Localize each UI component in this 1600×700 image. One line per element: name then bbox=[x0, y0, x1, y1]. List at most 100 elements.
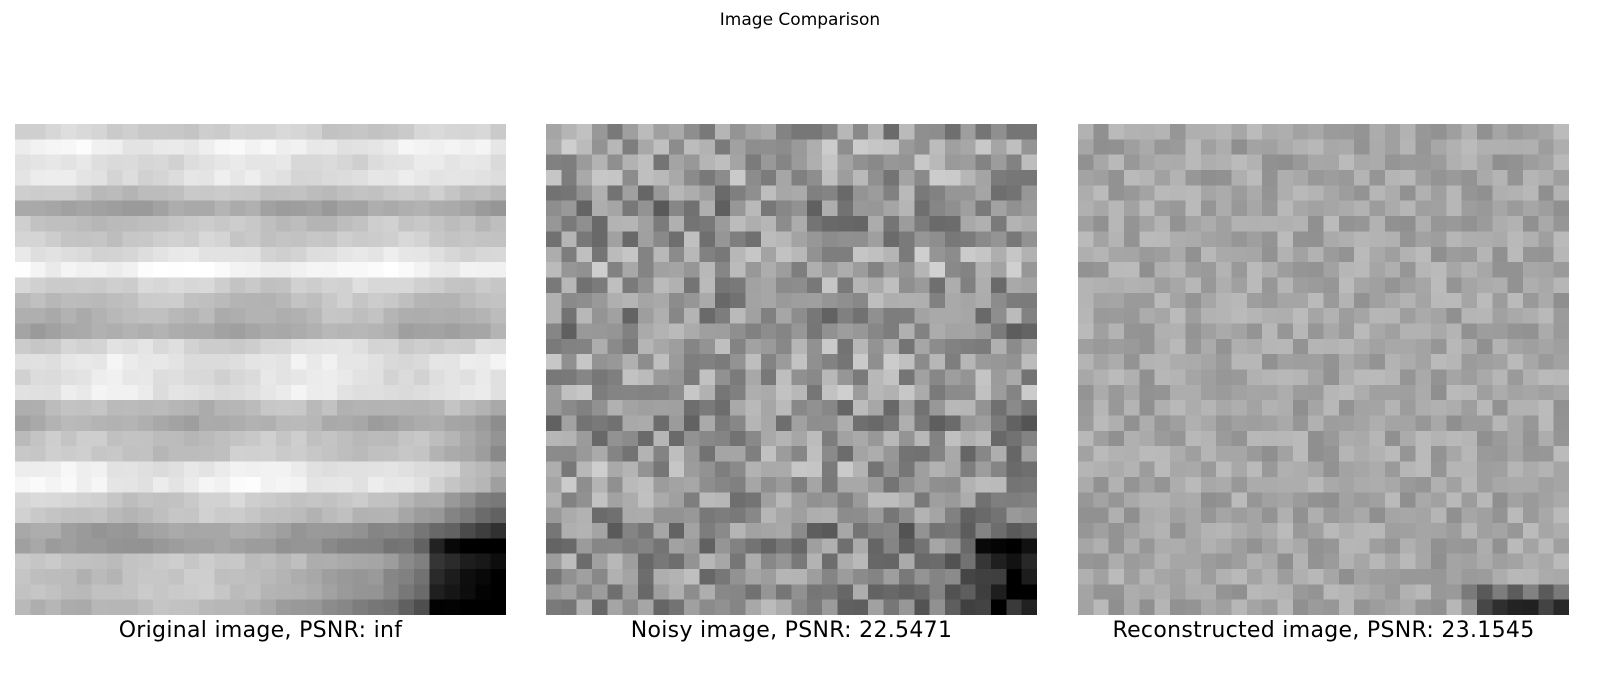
pixel bbox=[91, 461, 108, 477]
pixel bbox=[168, 522, 184, 539]
pixel bbox=[1308, 308, 1324, 324]
pixel bbox=[960, 124, 976, 140]
pixel bbox=[546, 262, 562, 278]
pixel bbox=[321, 507, 338, 523]
pixel bbox=[1124, 584, 1140, 600]
pixel bbox=[699, 553, 715, 569]
pixel bbox=[1262, 538, 1278, 554]
pixel bbox=[1006, 584, 1022, 600]
pixel bbox=[1139, 354, 1155, 370]
pixel bbox=[1093, 216, 1109, 232]
pixel bbox=[321, 200, 338, 217]
pixel bbox=[1522, 430, 1539, 447]
pixel bbox=[183, 384, 200, 401]
pixel bbox=[668, 139, 685, 155]
pixel bbox=[1124, 170, 1140, 186]
pixel bbox=[153, 170, 169, 186]
pixel bbox=[383, 584, 399, 600]
pixel bbox=[1308, 170, 1324, 186]
pixel bbox=[490, 170, 506, 186]
pixel bbox=[398, 154, 414, 171]
pixel bbox=[852, 354, 869, 370]
pixel bbox=[837, 170, 853, 186]
pixel bbox=[1522, 369, 1539, 385]
pixel bbox=[1323, 568, 1339, 585]
pixel bbox=[714, 216, 731, 232]
pixel bbox=[990, 446, 1007, 462]
pixel bbox=[1538, 200, 1554, 217]
pixel bbox=[367, 200, 384, 217]
pixel bbox=[1354, 538, 1370, 554]
pixel bbox=[1415, 538, 1431, 554]
pixel bbox=[1277, 369, 1293, 385]
pixel bbox=[1369, 522, 1385, 539]
pixel bbox=[1415, 292, 1431, 309]
pixel bbox=[490, 476, 506, 493]
pixel bbox=[459, 461, 476, 477]
pixel bbox=[668, 553, 685, 569]
pixel bbox=[760, 338, 777, 355]
pixel bbox=[245, 354, 261, 370]
pixel bbox=[1308, 292, 1324, 309]
pixel bbox=[1231, 568, 1247, 585]
pixel bbox=[1021, 492, 1037, 508]
pixel bbox=[1553, 568, 1569, 585]
pixel bbox=[475, 507, 491, 523]
pixel bbox=[929, 568, 945, 585]
pixel bbox=[914, 538, 930, 554]
pixel bbox=[122, 216, 138, 232]
pixel bbox=[1021, 154, 1037, 171]
pixel bbox=[990, 538, 1007, 554]
pixel bbox=[137, 231, 154, 247]
pixel bbox=[960, 507, 976, 523]
pixel bbox=[576, 553, 593, 569]
pixel bbox=[321, 584, 338, 600]
pixel bbox=[822, 538, 838, 554]
pixel bbox=[459, 599, 476, 615]
pixel bbox=[699, 185, 715, 201]
pixel bbox=[622, 568, 639, 585]
pixel bbox=[760, 553, 777, 569]
pixel bbox=[1384, 492, 1401, 508]
pixel bbox=[1124, 430, 1140, 447]
pixel bbox=[1277, 154, 1293, 171]
pixel bbox=[107, 277, 123, 293]
pixel bbox=[1154, 246, 1171, 263]
pixel bbox=[714, 246, 731, 263]
pixel bbox=[1338, 553, 1355, 569]
pixel bbox=[1446, 553, 1462, 569]
pixel bbox=[475, 430, 491, 447]
pixel bbox=[1216, 522, 1232, 539]
pixel bbox=[122, 292, 138, 309]
pixel bbox=[321, 446, 338, 462]
pixel bbox=[260, 400, 276, 416]
pixel bbox=[137, 584, 154, 600]
pixel bbox=[352, 415, 368, 431]
pixel bbox=[91, 599, 108, 615]
pixel bbox=[806, 246, 823, 263]
pixel bbox=[684, 538, 700, 554]
pixel bbox=[1323, 154, 1339, 171]
pixel bbox=[490, 369, 506, 385]
pixel bbox=[91, 246, 108, 263]
pixel bbox=[260, 323, 276, 339]
pixel bbox=[561, 246, 577, 263]
pixel bbox=[183, 522, 200, 539]
pixel bbox=[1277, 553, 1293, 569]
pixel bbox=[1277, 139, 1293, 155]
pixel bbox=[745, 446, 761, 462]
pixel bbox=[576, 185, 593, 201]
pixel bbox=[30, 354, 46, 370]
pixel bbox=[1461, 170, 1477, 186]
pixel bbox=[107, 323, 123, 339]
pixel bbox=[337, 262, 353, 278]
pixel bbox=[638, 246, 654, 263]
pixel bbox=[1093, 507, 1109, 523]
pixel bbox=[183, 262, 200, 278]
pixel bbox=[398, 568, 414, 585]
pixel bbox=[413, 139, 430, 155]
pixel bbox=[1277, 568, 1293, 585]
pixel bbox=[383, 568, 399, 585]
pixel bbox=[367, 369, 384, 385]
pixel bbox=[607, 323, 623, 339]
